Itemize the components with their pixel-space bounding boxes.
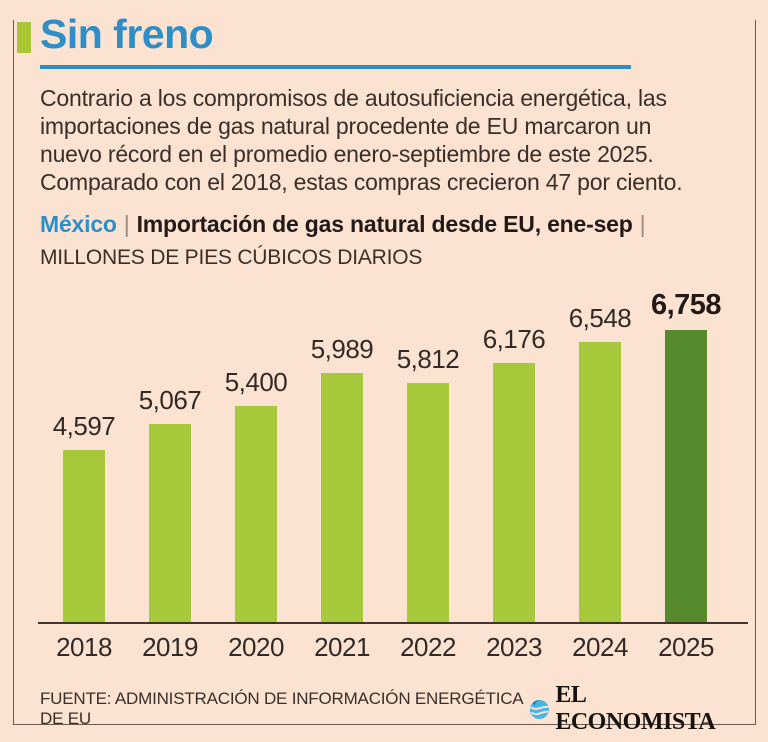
chart-title: Importación de gas natural desde EU, ene… [136, 211, 633, 237]
bar-value-label: 6,758 [650, 289, 722, 321]
bar-value-label: 5,067 [138, 385, 202, 415]
x-axis-label: 2021 [314, 632, 370, 662]
bar-value-label: 4,597 [52, 411, 116, 441]
bar [407, 383, 449, 622]
el-economista-logo-icon [529, 699, 549, 719]
country-label: México [40, 211, 117, 237]
bar-column: 5,989 [299, 288, 385, 622]
separator: | [123, 211, 130, 237]
title-marker [17, 22, 31, 53]
bar-value-label: 6,176 [482, 324, 546, 354]
bar-value-label: 5,989 [310, 334, 374, 364]
x-axis-label: 2025 [658, 632, 714, 662]
bar-column: 5,812 [385, 288, 471, 622]
brand-lockup: EL ECONOMISTA [529, 682, 733, 736]
chart-kicker: México | Importación de gas natural desde … [40, 211, 652, 238]
separator: | [639, 211, 646, 237]
x-axis-label: 2022 [400, 632, 456, 662]
x-axis-label: 2018 [56, 632, 112, 662]
bar-column: 5,400 [213, 288, 299, 622]
x-axis-label: 2024 [572, 632, 628, 662]
bar [321, 373, 363, 622]
bar-value-label: 6,548 [568, 303, 632, 333]
intro-text: Contrario a los compromisos de autosufic… [40, 85, 683, 195]
x-axis-label: 2020 [228, 632, 284, 662]
source-label: FUENTE: ADMINISTRACIÓN DE INFORMACIÓN EN… [40, 689, 523, 728]
brand-name: EL ECONOMISTA [555, 682, 716, 735]
bars-row: 4,597 5,067 5,400 5,989 5,812 6,176 6,548 6,758 [41, 288, 729, 622]
years-row: 2018 2019 2020 2021 2022 2023 2024 2025 [41, 622, 729, 663]
x-axis-label: 2023 [486, 632, 542, 662]
x-axis-label: 2019 [142, 632, 198, 662]
bar-value-label: 5,812 [396, 344, 460, 374]
bar-column: 6,548 [557, 288, 643, 622]
bar [149, 424, 191, 622]
bar-chart: 4,597 5,067 5,400 5,989 5,812 6,176 6,548 6,758… [38, 288, 748, 663]
bar-column: 5,067 [127, 288, 213, 622]
bar [493, 363, 535, 622]
footer: FUENTE: ADMINISTRACIÓN DE INFORMACIÓN EN… [40, 682, 732, 736]
bar-value-label: 5,400 [224, 367, 288, 397]
title-rule [40, 65, 631, 69]
bar [579, 342, 621, 622]
bar-column: 4,597 [41, 288, 127, 622]
bar [235, 406, 277, 622]
bar [665, 330, 707, 622]
chart-units-label: MILLONES DE PIES CÚBICOS DIARIOS [40, 246, 423, 269]
bar [63, 450, 105, 622]
bar-column: 6,176 [471, 288, 557, 622]
bar-column: 6,758 [643, 288, 729, 622]
page-title: Sin freno [40, 11, 214, 57]
x-axis-baseline [38, 622, 748, 624]
